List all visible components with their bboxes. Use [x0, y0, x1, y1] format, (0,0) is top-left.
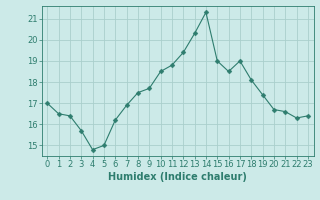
X-axis label: Humidex (Indice chaleur): Humidex (Indice chaleur) [108, 172, 247, 182]
